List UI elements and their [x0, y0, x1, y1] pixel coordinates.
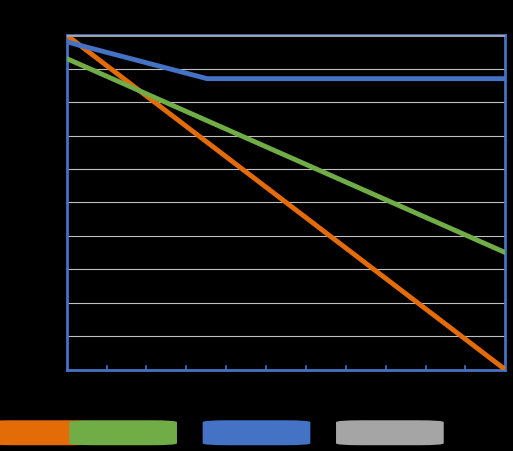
FancyBboxPatch shape	[203, 420, 310, 445]
FancyBboxPatch shape	[336, 420, 444, 445]
Text: 時間: 時間	[476, 382, 500, 402]
FancyBboxPatch shape	[69, 420, 177, 445]
FancyBboxPatch shape	[0, 420, 95, 445]
